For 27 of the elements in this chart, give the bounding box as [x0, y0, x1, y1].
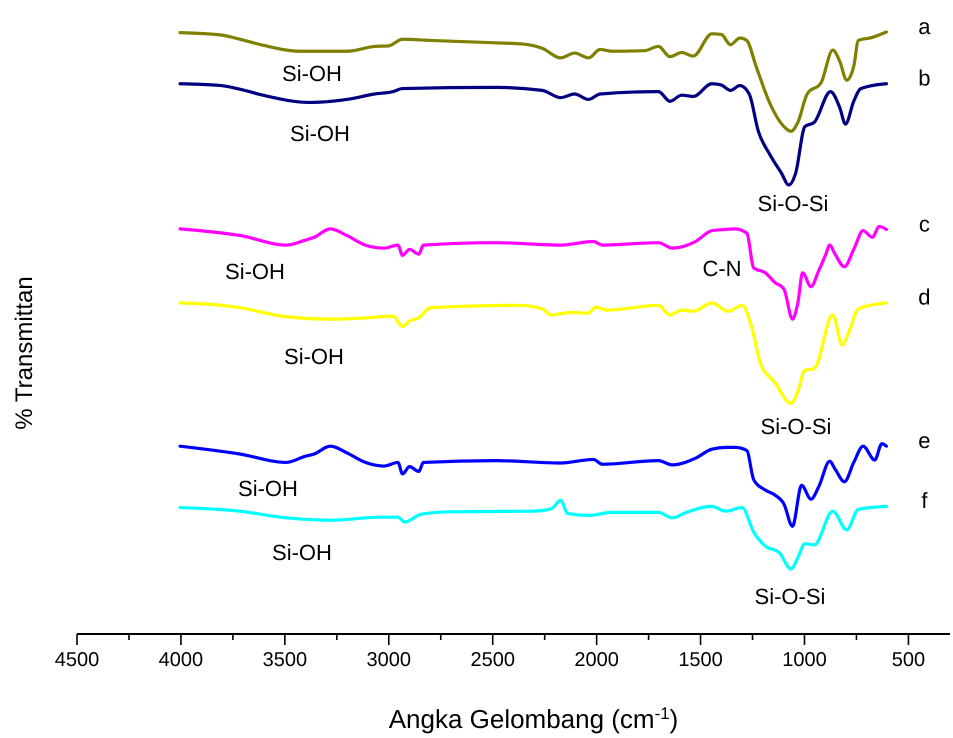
series-label: f [921, 488, 928, 514]
series-label: a [918, 14, 932, 39]
x-tick-label: 4500 [54, 649, 100, 671]
series-label: e [918, 428, 931, 453]
annotation: Si-O-Si [760, 414, 832, 439]
x-tick-label: 3000 [366, 649, 412, 671]
y-axis-title: % Transmittan [11, 276, 38, 430]
annotation: Si-O-Si [754, 584, 826, 609]
x-tick-label: 1500 [678, 649, 723, 671]
series-label: b [918, 66, 931, 91]
series-label: c [918, 211, 930, 236]
annotation: Si-OH [284, 344, 344, 369]
x-tick-label: 1000 [782, 649, 827, 671]
annotation: Si-OH [238, 476, 298, 501]
annotation: Si-OH [290, 120, 350, 146]
annotation: Si-OH [272, 540, 332, 565]
annotation: Si-OH [225, 258, 285, 284]
x-tick-label: 2000 [574, 649, 619, 671]
annotation: C-N [702, 256, 742, 281]
x-tick-label: 2500 [470, 649, 515, 671]
x-tick-label: 3500 [262, 649, 308, 671]
annotation: Si-O-Si [758, 190, 828, 216]
x-tick-label: 500 [892, 649, 926, 671]
series-label: d [918, 284, 931, 310]
annotation: Si-OH [282, 60, 342, 86]
x-tick-label: 4000 [158, 649, 204, 671]
x-axis-title: Angka Gelombang (cm$^{-1}$) [388, 704, 678, 734]
